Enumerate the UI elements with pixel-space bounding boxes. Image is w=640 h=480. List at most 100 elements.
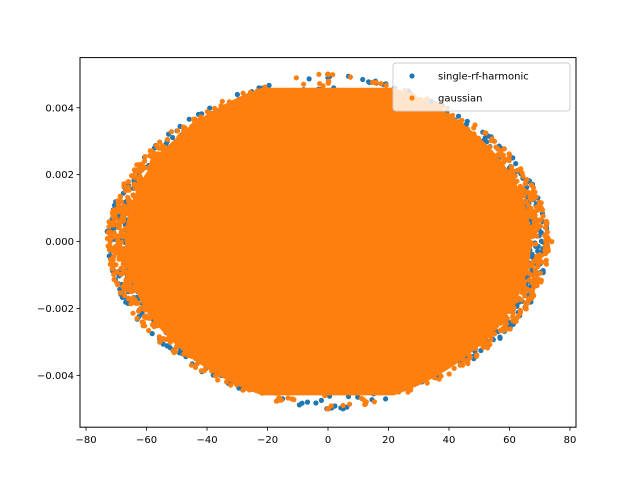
scatter-point xyxy=(123,277,129,283)
scatter-point xyxy=(520,173,526,179)
scatter-point xyxy=(523,306,529,312)
y-axis: −0.004 −0.002 0.000 0.002 0.004 xyxy=(37,103,80,382)
x-tick-label: −20 xyxy=(257,435,278,446)
scatter-point xyxy=(105,243,111,249)
y-tick-label: 0.000 xyxy=(45,237,74,248)
scatter-point xyxy=(527,205,534,211)
scatter-point xyxy=(465,360,471,367)
scatter-point xyxy=(533,241,539,247)
scatter-point xyxy=(328,403,334,409)
scatter-point xyxy=(544,220,550,226)
scatter-point xyxy=(514,167,521,173)
scatter-point xyxy=(525,298,531,304)
scatter-point xyxy=(525,189,531,195)
x-tick-label: 0 xyxy=(325,435,331,446)
scatter-point xyxy=(530,189,536,195)
scatter-point xyxy=(170,134,176,141)
scatter-point xyxy=(108,229,114,235)
scatter-point xyxy=(122,292,128,299)
scatter-point xyxy=(506,155,512,161)
scatter-point xyxy=(124,204,130,210)
scatter-point xyxy=(516,295,522,301)
scatter-point xyxy=(117,248,123,254)
scatter-point xyxy=(451,365,457,371)
gaussian-dense-core xyxy=(124,87,532,396)
y-tick-label: −0.002 xyxy=(37,304,74,315)
scatter-point xyxy=(537,217,543,223)
scatter-point xyxy=(535,248,541,254)
y-tick-label: −0.004 xyxy=(37,371,74,382)
scatter-point xyxy=(340,402,346,409)
scatter-point xyxy=(115,198,121,204)
scatter-point xyxy=(523,198,529,204)
scatter-point xyxy=(316,71,322,77)
scatter-point xyxy=(291,397,297,403)
scatter-point xyxy=(118,194,124,200)
scatter-point xyxy=(130,288,136,294)
y-tick-label: 0.004 xyxy=(45,103,74,114)
scatter-point xyxy=(120,261,126,267)
scatter-point xyxy=(538,205,544,211)
scatter-point xyxy=(318,397,324,403)
scatter-point xyxy=(510,305,517,311)
scatter-point xyxy=(119,218,125,225)
scatter-point xyxy=(151,324,157,330)
scatter-point xyxy=(438,373,444,379)
scatter-point xyxy=(532,212,538,218)
scatter-point xyxy=(301,81,307,87)
scatter-point xyxy=(110,262,117,268)
scatter-point xyxy=(186,116,192,122)
scatter-point xyxy=(536,223,542,230)
x-axis: −80 −60 −40 −20 0 20 40 60 80 xyxy=(75,427,576,446)
scatter-point xyxy=(360,76,366,83)
scatter-point xyxy=(122,287,128,293)
scatter-point xyxy=(167,345,173,351)
scatter-point xyxy=(534,283,540,289)
scatter-point xyxy=(219,98,225,104)
scatter-point xyxy=(516,312,522,318)
scatter-point xyxy=(121,257,127,263)
scatter-point xyxy=(542,233,548,239)
legend-marker xyxy=(409,73,415,79)
scatter-point xyxy=(175,128,181,134)
scatter-point xyxy=(511,173,517,179)
scatter-point xyxy=(533,257,539,263)
scatter-point xyxy=(204,109,210,115)
legend-box xyxy=(392,62,571,112)
scatter-point xyxy=(155,144,161,151)
x-tick-label: 60 xyxy=(503,435,516,446)
scatter-point xyxy=(534,233,540,239)
scatter-point xyxy=(134,315,140,321)
scatter-point xyxy=(168,129,174,135)
scatter-point xyxy=(126,295,132,301)
scatter-point xyxy=(446,371,452,377)
scatter-point xyxy=(543,257,549,263)
scatter-point xyxy=(362,401,368,407)
scatter-point xyxy=(116,224,122,231)
scatter-point xyxy=(378,81,384,87)
scatter-point xyxy=(487,342,493,348)
scatter-point xyxy=(458,361,464,367)
scatter-point xyxy=(347,401,353,407)
scatter-point xyxy=(325,80,331,86)
legend-marker xyxy=(409,95,415,101)
scatter-point xyxy=(188,362,195,368)
scatter-point xyxy=(543,224,549,230)
x-tick-label: −40 xyxy=(196,435,217,446)
scatter-point xyxy=(533,204,540,210)
scatter-point xyxy=(497,334,503,340)
scatter-point xyxy=(121,183,127,189)
scatter-point xyxy=(215,377,221,383)
scatter-point xyxy=(330,72,336,78)
scatter-point xyxy=(139,319,145,325)
scatter-point xyxy=(128,283,134,289)
scatter-point xyxy=(325,406,331,412)
scatter-point xyxy=(117,209,124,215)
scatter-point xyxy=(317,81,323,87)
scatter-point xyxy=(170,348,176,354)
scatter-point xyxy=(538,229,544,236)
scatter-point xyxy=(111,276,117,283)
scatter-point xyxy=(117,204,123,210)
scatter-point xyxy=(120,213,126,219)
